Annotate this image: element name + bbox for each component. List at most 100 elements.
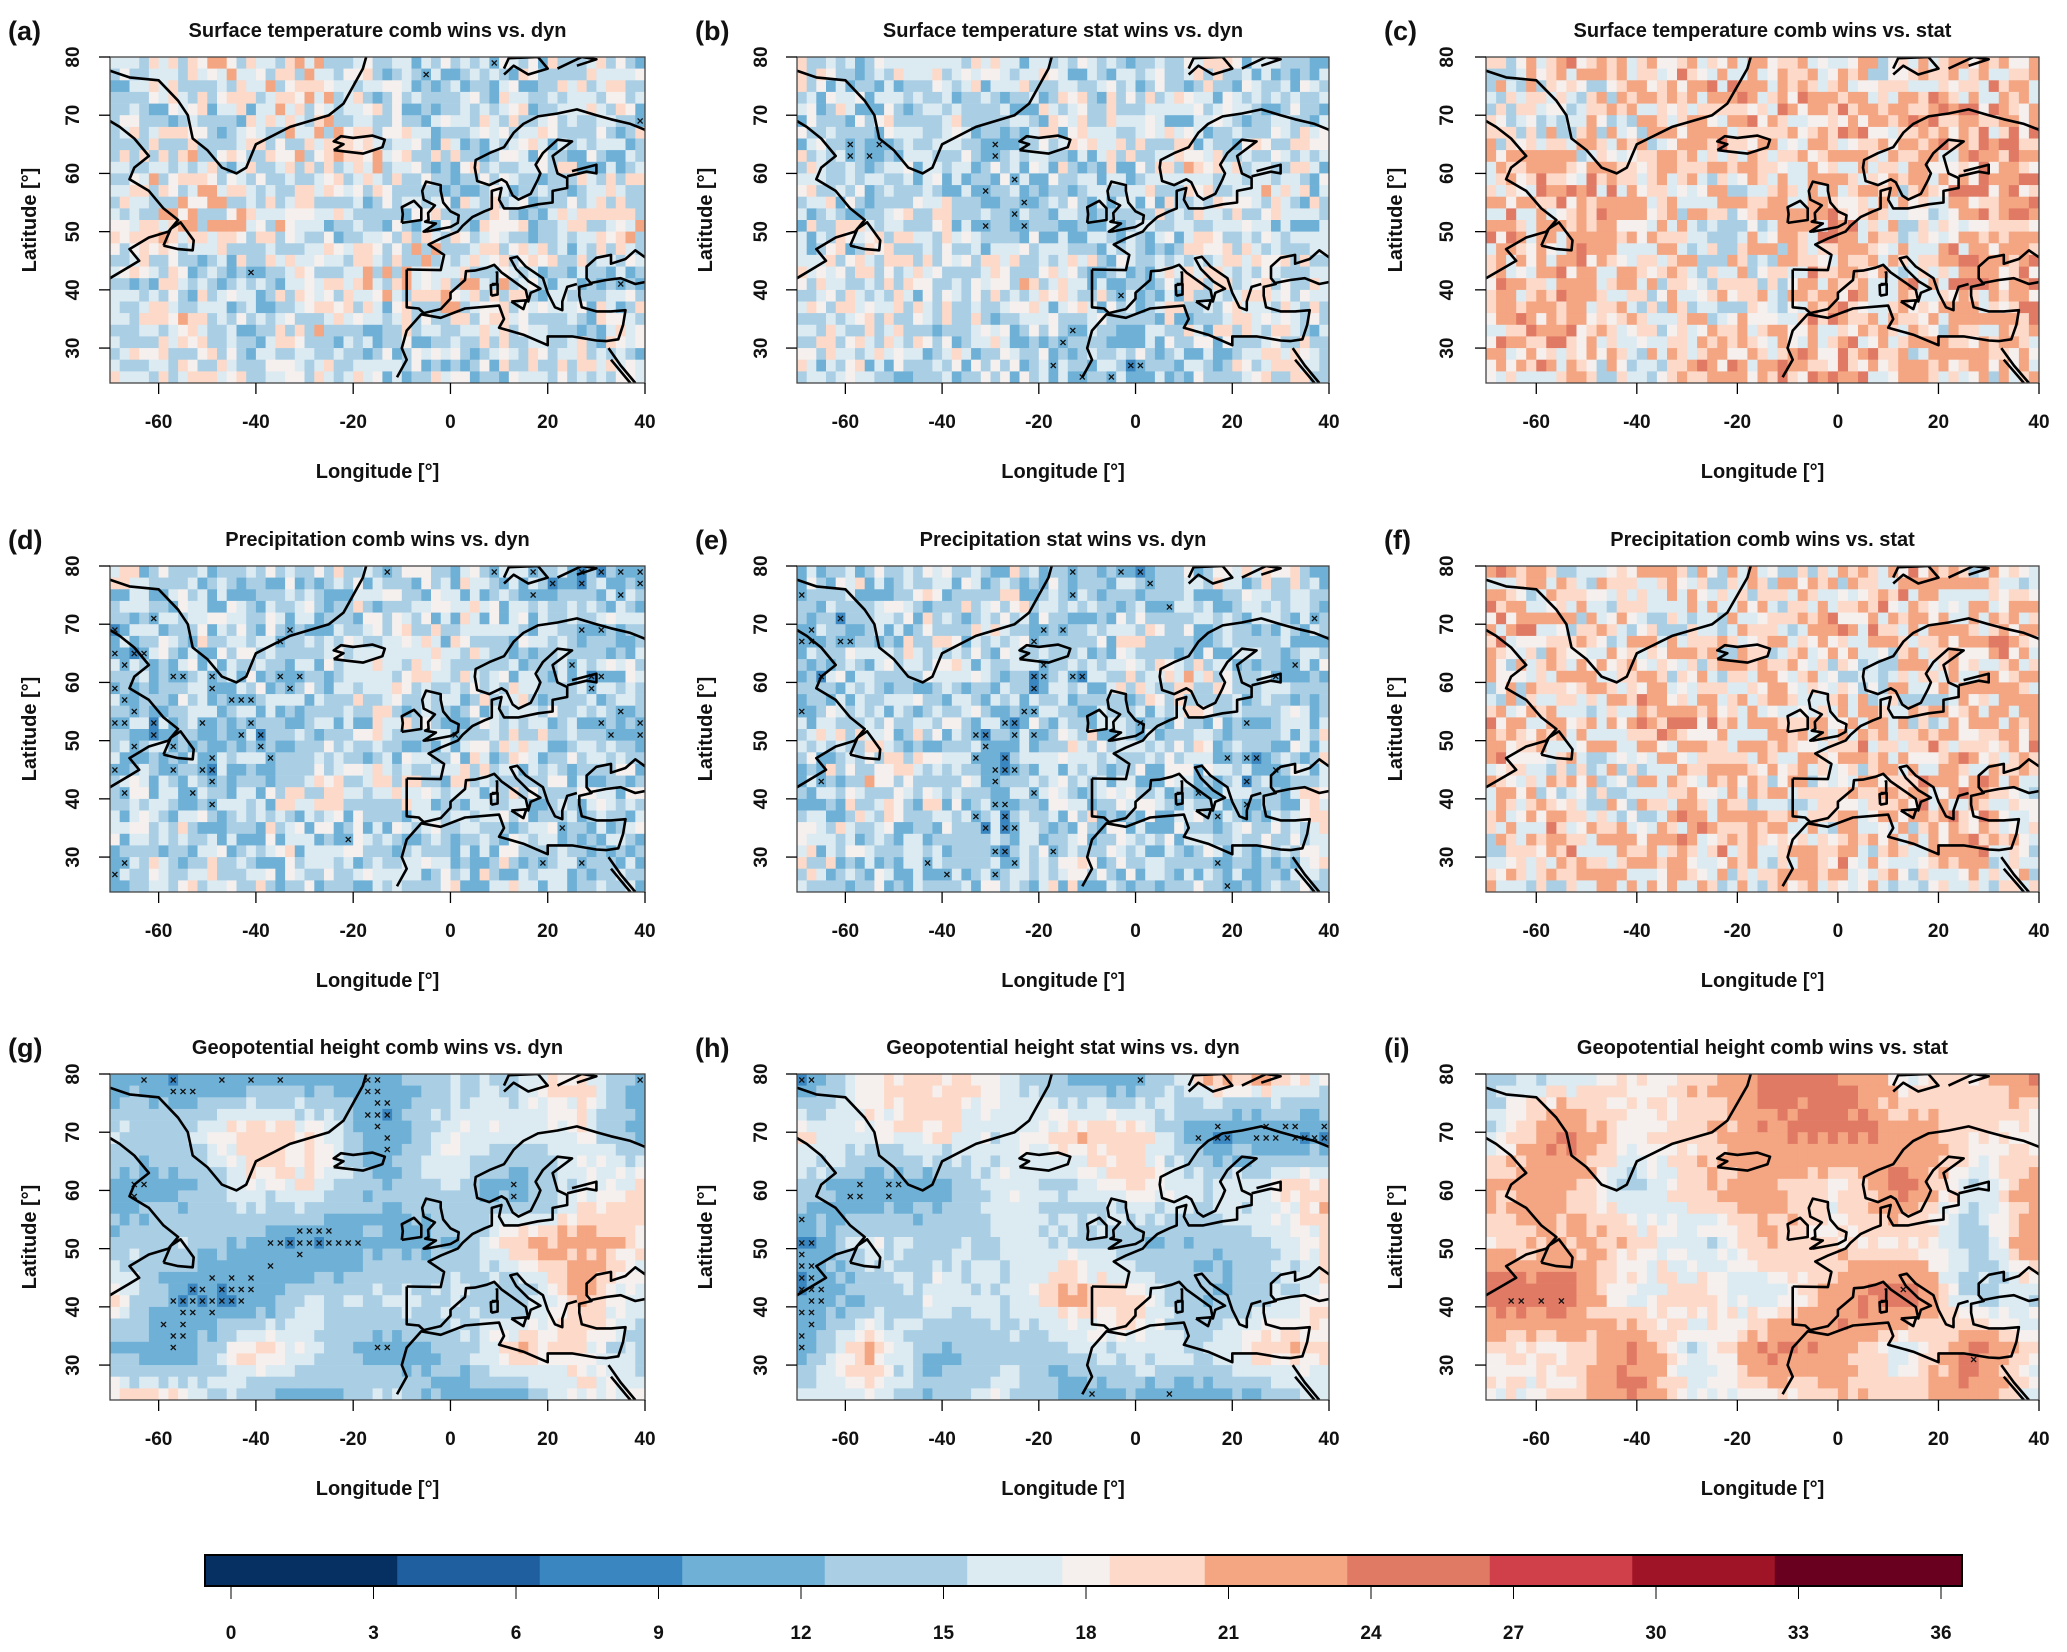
heatmap-cell <box>372 185 383 198</box>
heatmap-cell <box>1938 103 1949 116</box>
heatmap-cell <box>1687 243 1698 256</box>
heatmap-cell <box>1183 348 1194 361</box>
heatmap-cell <box>806 289 817 302</box>
heatmap-cell <box>1596 115 1608 128</box>
heatmap-cell <box>845 161 856 174</box>
heatmap-cell <box>576 68 587 81</box>
heatmap-cell <box>932 301 943 314</box>
heatmap-cell <box>961 231 972 244</box>
x-axis-label: Longitude [°] <box>316 461 440 483</box>
heatmap-cell <box>1687 126 1698 139</box>
heatmap-cell <box>547 57 558 69</box>
heatmap-cell <box>1707 68 1718 81</box>
heatmap-cell <box>1009 161 1020 174</box>
heatmap-cell <box>1029 359 1040 372</box>
heatmap-cell <box>1154 150 1165 163</box>
heatmap-cell <box>1029 231 1040 244</box>
heatmap-cell <box>1319 266 1330 279</box>
heatmap-cell <box>874 266 885 279</box>
heatmap-cell <box>1576 348 1587 361</box>
heatmap-cell <box>1586 80 1597 93</box>
heatmap-cell <box>1526 208 1537 221</box>
heatmap-cell <box>826 348 837 361</box>
heatmap-cell <box>1898 138 1909 151</box>
heatmap-cell <box>1807 138 1819 151</box>
heatmap-cell <box>586 589 597 602</box>
heatmap-cell <box>362 185 373 198</box>
y-tick-label: 40 <box>751 279 772 300</box>
heatmap-cell <box>1827 371 1839 384</box>
heatmap-cell <box>168 577 179 590</box>
heatmap-cell <box>1106 138 1117 151</box>
heatmap-cell <box>139 150 150 163</box>
heatmap-cell <box>1576 336 1587 349</box>
heatmap-cell <box>893 243 904 256</box>
heatmap-cell <box>333 68 344 81</box>
heatmap-cell <box>1707 278 1718 291</box>
heatmap-cell <box>547 103 558 116</box>
heatmap-cell <box>596 57 607 69</box>
heatmap-cell <box>835 220 846 232</box>
heatmap-cell <box>980 313 991 326</box>
heatmap-cell <box>1106 289 1117 302</box>
heatmap-cell <box>1848 371 1859 384</box>
heatmap-cell <box>1677 150 1688 163</box>
heatmap-cell <box>1125 126 1136 139</box>
heatmap-cell <box>1261 80 1272 93</box>
heatmap-cell <box>1636 80 1648 93</box>
heatmap-cell <box>1174 173 1185 186</box>
heatmap-cell <box>1677 359 1688 372</box>
heatmap-cell <box>1496 185 1507 198</box>
heatmap-cell <box>1319 301 1330 314</box>
heatmap-cell <box>255 68 266 81</box>
heatmap-cell <box>110 126 121 139</box>
heatmap-cell <box>635 126 646 139</box>
heatmap-cell <box>440 254 451 267</box>
heatmap-cell <box>460 289 471 302</box>
heatmap-cell <box>489 57 500 69</box>
heatmap-cell <box>285 371 296 384</box>
heatmap-cell <box>353 150 364 163</box>
heatmap-cell <box>1817 254 1829 267</box>
heatmap-cell <box>1556 126 1567 139</box>
heatmap-cell <box>855 348 866 361</box>
heatmap-cell <box>1232 243 1243 256</box>
heatmap-cell <box>314 254 325 267</box>
heatmap-cell <box>1526 243 1537 256</box>
heatmap-cell <box>226 126 237 139</box>
heatmap-cell <box>1164 80 1175 93</box>
heatmap-cell <box>119 566 130 578</box>
heatmap-cell <box>353 301 364 314</box>
heatmap-cell <box>615 208 626 221</box>
heatmap-cell <box>835 173 846 186</box>
heatmap-cell <box>557 80 568 93</box>
heatmap-cell <box>2028 68 2040 81</box>
heatmap-cell <box>615 80 626 93</box>
heatmap-cell <box>1868 348 1879 361</box>
heatmap-cell <box>576 220 587 232</box>
heatmap-cell <box>139 173 150 186</box>
heatmap-cell <box>922 80 933 93</box>
heatmap-cell <box>1038 173 1049 186</box>
coastline <box>110 57 368 175</box>
heatmap-cell <box>1586 91 1597 104</box>
heatmap-cell <box>119 266 130 279</box>
heatmap-cell <box>1000 185 1011 198</box>
heatmap-cell <box>2018 173 2030 186</box>
heatmap-cell <box>1737 266 1748 279</box>
heatmap-cell <box>421 220 432 232</box>
heatmap-cell <box>893 196 904 209</box>
heatmap-cell <box>932 138 943 151</box>
heatmap-cell <box>1576 103 1587 116</box>
heatmap-cell <box>1280 220 1291 232</box>
heatmap-cell <box>1606 126 1618 139</box>
heatmap-cell <box>884 278 895 291</box>
heatmap-cell <box>324 324 335 337</box>
heatmap-cell <box>1626 57 1638 69</box>
heatmap-cell <box>1087 126 1098 139</box>
heatmap-cell <box>148 220 159 232</box>
heatmap-cell <box>1241 348 1252 361</box>
heatmap-cell <box>951 324 962 337</box>
heatmap-cell <box>246 173 257 186</box>
heatmap-cell <box>1727 278 1738 291</box>
